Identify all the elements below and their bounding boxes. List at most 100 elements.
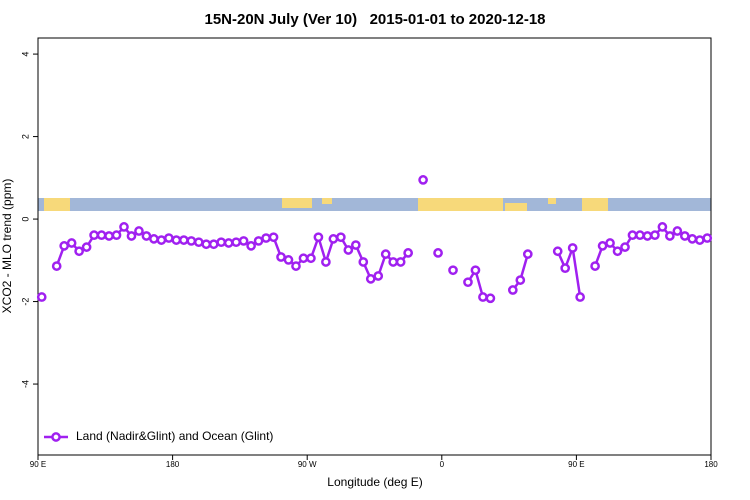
data-point: [702, 233, 713, 243]
data-point: [665, 231, 675, 241]
data-point: [291, 261, 301, 271]
x-axis-label: Longitude (deg E): [327, 475, 422, 489]
legend-label: Land (Nadir&Glint) and Ocean (Glint): [76, 429, 273, 443]
data-point: [485, 293, 496, 304]
x-tick-label: 180: [704, 460, 718, 469]
data-point: [657, 222, 668, 232]
data-point: [171, 235, 182, 245]
data-point: [350, 240, 361, 250]
data-point: [164, 233, 174, 243]
data-point: [81, 242, 92, 252]
data-point: [650, 230, 660, 241]
x-tick-label: 90 W: [298, 460, 317, 469]
data-point: [388, 257, 399, 267]
data-point: [238, 236, 249, 246]
y-tick-label: -2: [20, 298, 30, 306]
data-point: [507, 285, 518, 295]
data-point: [111, 230, 122, 241]
data-point: [201, 239, 212, 250]
data-point: [96, 230, 107, 241]
data-point: [328, 234, 339, 244]
data-point: [306, 253, 316, 264]
data-point: [343, 245, 354, 255]
data-point: [178, 235, 189, 245]
x-tick-label: 90 E: [30, 460, 46, 469]
data-point: [358, 257, 369, 267]
y-tick-label: -4: [20, 380, 30, 388]
data-point: [373, 271, 384, 281]
data-point: [679, 231, 690, 241]
data-point: [156, 235, 167, 245]
data-point: [522, 249, 533, 259]
data-point: [134, 226, 144, 236]
data-point: [418, 175, 428, 185]
data-point: [74, 246, 84, 257]
data-point: [283, 255, 294, 265]
land-ocean-strip: [38, 198, 711, 211]
data-point: [552, 246, 563, 257]
data-point: [365, 274, 376, 284]
data-point: [575, 292, 585, 302]
data-point: [470, 265, 481, 276]
data-point: [276, 252, 286, 262]
data-point: [89, 230, 99, 241]
data-point: [590, 261, 600, 271]
data-point: [627, 230, 638, 241]
data-point: [193, 237, 204, 248]
data-point: [403, 248, 413, 258]
data-point: [620, 242, 630, 252]
data-point: [321, 257, 331, 267]
data-point: [380, 249, 391, 259]
data-point: [246, 241, 256, 251]
data-point: [223, 238, 234, 248]
y-tick-label: 2: [20, 134, 30, 139]
data-point: [298, 253, 309, 264]
data-point: [635, 230, 645, 241]
data-point: [395, 257, 406, 267]
data-point: [119, 222, 129, 232]
chart-title: 15N-20N July (Ver 10) 2015-01-01 to 2020…: [204, 11, 545, 28]
data-point: [515, 275, 526, 285]
plot-frame: [37, 37, 712, 456]
y-tick-label: 0: [20, 217, 30, 222]
data-point: [231, 237, 242, 248]
data-point: [560, 263, 571, 274]
x-tick-label: 90 E: [568, 460, 584, 469]
data-point: [216, 237, 227, 248]
data-point: [687, 234, 698, 244]
data-point: [126, 231, 137, 241]
data-point: [104, 231, 114, 241]
data-point: [66, 238, 77, 248]
data-point: [605, 238, 615, 248]
data-point: [36, 292, 47, 302]
y-tick-label: 4: [20, 52, 30, 57]
data-point: [433, 248, 443, 258]
data-point: [149, 234, 159, 244]
legend-marker: [51, 432, 61, 442]
data-point: [567, 243, 578, 253]
data-point: [253, 236, 264, 246]
data-point: [448, 265, 458, 276]
data-point: [463, 277, 473, 288]
data-point: [59, 241, 70, 251]
data-point: [208, 239, 219, 250]
data-point: [672, 226, 683, 236]
data-point: [261, 233, 271, 243]
data-point: [336, 232, 346, 243]
x-tick-label: 180: [166, 460, 180, 469]
data-point: [694, 235, 705, 245]
data-point: [478, 292, 488, 302]
x-tick-label: 0: [440, 460, 445, 469]
data-point: [51, 261, 62, 271]
data-point: [268, 232, 279, 243]
data-point: [141, 231, 152, 241]
data-point: [313, 232, 324, 243]
y-axis-label: XCO2 - MLO trend (ppm): [0, 179, 14, 314]
data-point: [186, 236, 197, 246]
data-point: [612, 246, 623, 257]
data-point: [642, 231, 653, 241]
data-point: [597, 241, 608, 251]
